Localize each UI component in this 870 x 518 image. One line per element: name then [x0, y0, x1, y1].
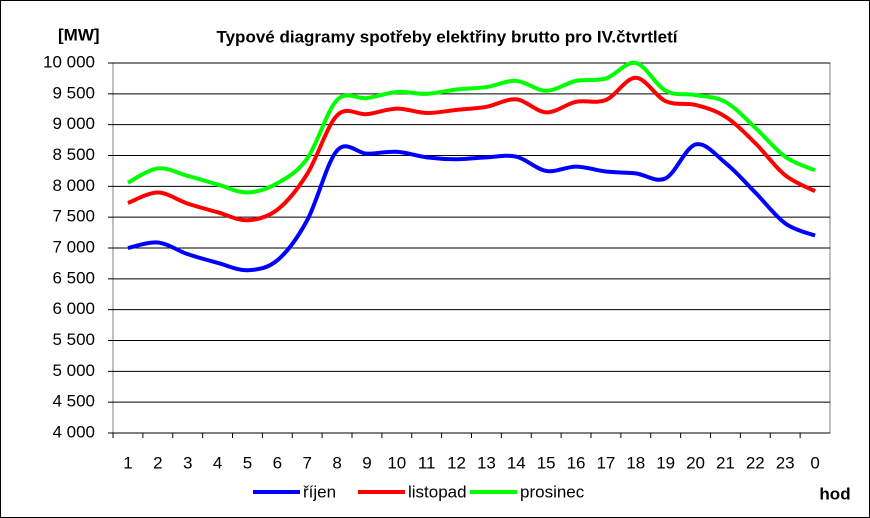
x-tick-label: 1 [123, 453, 132, 472]
x-tick-label: 0 [810, 453, 819, 472]
x-tick-label: 14 [507, 453, 526, 472]
x-tick-label: 10 [387, 453, 406, 472]
x-tick-label: 9 [362, 453, 371, 472]
series-line [127, 142, 816, 273]
y-tick-label: 4 500 [52, 392, 95, 411]
legend-label: listopad [408, 482, 467, 501]
x-tick-label: 18 [626, 453, 645, 472]
x-tick-label: 8 [332, 453, 341, 472]
series-line [127, 75, 817, 223]
x-tick-label: 15 [537, 453, 556, 472]
y-tick-label: 5 500 [52, 330, 95, 349]
y-tick-label: 8 000 [52, 176, 95, 195]
y-tick-label: 7 000 [52, 237, 95, 256]
legend-label: prosinec [520, 482, 585, 501]
x-tick-label: 11 [418, 453, 436, 472]
x-tick-label: 23 [776, 453, 795, 472]
x-tick-label: 21 [716, 453, 735, 472]
y-tick-label: 10 000 [43, 52, 95, 71]
x-tick-label: 3 [183, 453, 192, 472]
y-tick-label: 9 500 [52, 83, 95, 102]
y-axis-label: [MW] [58, 25, 100, 44]
x-tick-label: 5 [243, 453, 252, 472]
x-tick-label: 4 [213, 453, 222, 472]
y-tick-label: 7 500 [52, 207, 95, 226]
x-tick-label: 20 [686, 453, 705, 472]
chart-title: Typové diagramy spotřeby elektřiny brutt… [216, 27, 678, 46]
x-tick-label: 7 [302, 453, 311, 472]
x-tick-label: 2 [153, 453, 162, 472]
x-tick-label: 13 [477, 453, 496, 472]
series-line [127, 60, 816, 195]
y-tick-label: 4 000 [52, 422, 95, 441]
x-tick-label: 19 [656, 453, 675, 472]
x-tick-label: 17 [596, 453, 615, 472]
x-tick-label: 16 [567, 453, 586, 472]
x-tick-label: 6 [273, 453, 282, 472]
x-tick-label: 22 [746, 453, 765, 472]
y-tick-label: 9 000 [52, 114, 95, 133]
legend-label: říjen [303, 482, 336, 501]
y-tick-label: 6 500 [52, 268, 95, 287]
y-tick-label: 5 000 [52, 361, 95, 380]
x-tick-label: 12 [447, 453, 466, 472]
y-tick-label: 6 000 [52, 299, 95, 318]
x-axis-label: hod [819, 484, 850, 503]
y-tick-label: 8 500 [52, 145, 95, 164]
